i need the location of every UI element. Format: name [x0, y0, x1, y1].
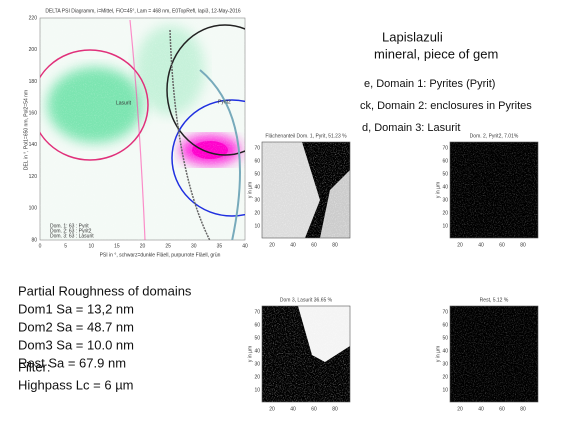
plot-content [32, 18, 292, 250]
legend-item: e, Domain 1: Pyrites (Pyrit) [364, 78, 495, 90]
panel-x-tick: 80 [520, 242, 526, 248]
panel-x-tick: 60 [311, 242, 317, 248]
filter-value: Highpass Lc = 6 µm [18, 377, 134, 392]
roughness-row: Dom3 Sa = 10.0 nm [18, 337, 134, 352]
panel-y-tick: 40 [442, 348, 448, 354]
diagram-note: Dom. 3: 63 : Lasurit [50, 233, 94, 239]
panel-title: Dom 3, Lasurit 36.65 % [280, 297, 333, 303]
panel-y-tick: 10 [442, 223, 448, 229]
panel-y-tick: 10 [254, 387, 260, 393]
roughness-title: Partial Roughness of domains [18, 283, 192, 298]
panel-texture [450, 306, 538, 402]
x-tick-label: 15 [114, 243, 120, 249]
x-tick-label: 30 [191, 243, 197, 249]
panel-x-tick: 60 [311, 406, 317, 412]
panel-x-tick: 40 [478, 406, 484, 412]
panel-x-tick: 20 [457, 406, 463, 412]
y-tick-label: 140 [29, 142, 38, 148]
x-tick-label: 25 [165, 243, 171, 249]
panel-y-tick: 30 [254, 197, 260, 203]
panel-title: Rest, 5.12 % [480, 297, 509, 303]
panel-y-tick: 60 [442, 158, 448, 164]
diagram-label: Pyrit2 [218, 99, 231, 105]
panel-texture [262, 306, 350, 402]
header-title: Lapislazuli [382, 29, 443, 44]
panel-y-tick: 20 [254, 210, 260, 216]
roughness-row: Dom2 Sa = 48.7 nm [18, 319, 134, 334]
panel-y-tick: 30 [254, 361, 260, 367]
panel-texture [262, 142, 350, 238]
panel-y-tick: 50 [442, 171, 448, 177]
panel-y-tick: 20 [442, 210, 448, 216]
header-subtitle: mineral, piece of gem [374, 46, 498, 61]
slide-canvas: Lapislazuli mineral, piece of gem e, Dom… [0, 0, 587, 421]
panel-x-tick: 40 [290, 242, 296, 248]
panel-x-tick: 60 [499, 406, 505, 412]
y-tick-label: 120 [29, 174, 38, 180]
panel-y-tick: 30 [442, 361, 448, 367]
panel-y-tick: 50 [254, 171, 260, 177]
panel-x-tick: 80 [332, 406, 338, 412]
panel-y-label: y in µm [435, 182, 441, 198]
panel-y-tick: 20 [254, 374, 260, 380]
y-tick-label: 80 [31, 237, 37, 243]
panel-x-tick: 40 [290, 406, 296, 412]
panel-y-label: y in µm [247, 182, 253, 198]
panel-y-label: y in µm [247, 346, 253, 362]
panel-y-tick: 70 [254, 309, 260, 315]
panel-x-tick: 80 [332, 242, 338, 248]
diagram-title: DELTA PSI Diagramm, i=Mittel, FiO=45°, L… [45, 8, 241, 14]
y-axis-label: DEL in °, Pol1=650 nm, Pol2=54 nm [23, 90, 29, 170]
y-tick-label: 200 [29, 47, 38, 53]
panel-y-tick: 40 [254, 348, 260, 354]
x-tick-label: 0 [39, 243, 42, 249]
panel-y-tick: 70 [442, 145, 448, 151]
x-tick-label: 10 [88, 243, 94, 249]
panel-x-tick: 40 [478, 242, 484, 248]
panel-y-tick: 10 [442, 387, 448, 393]
panel-y-tick: 60 [442, 322, 448, 328]
y-tick-label: 100 [29, 206, 38, 212]
panel-y-tick: 50 [254, 335, 260, 341]
panel-y-tick: 70 [254, 145, 260, 151]
panel-y-label: y in µm [435, 346, 441, 362]
panel-y-tick: 50 [442, 335, 448, 341]
panel-x-tick: 80 [520, 406, 526, 412]
panel-y-tick: 20 [442, 374, 448, 380]
panel-title: Dom. 2, Pyrit2, 7.01% [470, 133, 519, 139]
x-tick-label: 35 [217, 243, 223, 249]
y-tick-label: 180 [29, 79, 38, 85]
panel-x-tick: 20 [269, 242, 275, 248]
panel-y-tick: 10 [254, 223, 260, 229]
legend-item: ck, Domain 2: enclosures in Pyrites [360, 100, 532, 112]
panel-y-tick: 40 [442, 184, 448, 190]
panel-y-tick: 40 [254, 184, 260, 190]
panel-x-tick: 20 [457, 242, 463, 248]
y-tick-label: 220 [29, 15, 38, 21]
panel-x-tick: 20 [269, 406, 275, 412]
panel-y-tick: 30 [442, 197, 448, 203]
panel-x-tick: 60 [499, 242, 505, 248]
panel-texture [450, 142, 538, 238]
slide: Lapislazuli mineral, piece of gem e, Dom… [0, 0, 587, 421]
panel-y-tick: 70 [442, 309, 448, 315]
y-tick-label: 160 [29, 110, 38, 116]
diagram-label: Lasurit [116, 100, 132, 106]
roughness-row: Rest Sa = 67.9 nm [18, 355, 126, 370]
panel-title: Flächenanteil Dom. 1, Pyrit, 51.23 % [265, 133, 347, 139]
x-tick-label: 40 [242, 243, 248, 249]
roughness-row: Dom1 Sa = 13,2 nm [18, 301, 134, 316]
legend-item: d, Domain 3: Lasurit [362, 122, 460, 134]
x-tick-label: 5 [64, 243, 67, 249]
x-axis-label: PSI in °, schwarz=dunkle Fläell, purpurr… [100, 252, 221, 258]
panel-y-tick: 60 [254, 322, 260, 328]
x-tick-label: 20 [140, 243, 146, 249]
panel-y-tick: 60 [254, 158, 260, 164]
